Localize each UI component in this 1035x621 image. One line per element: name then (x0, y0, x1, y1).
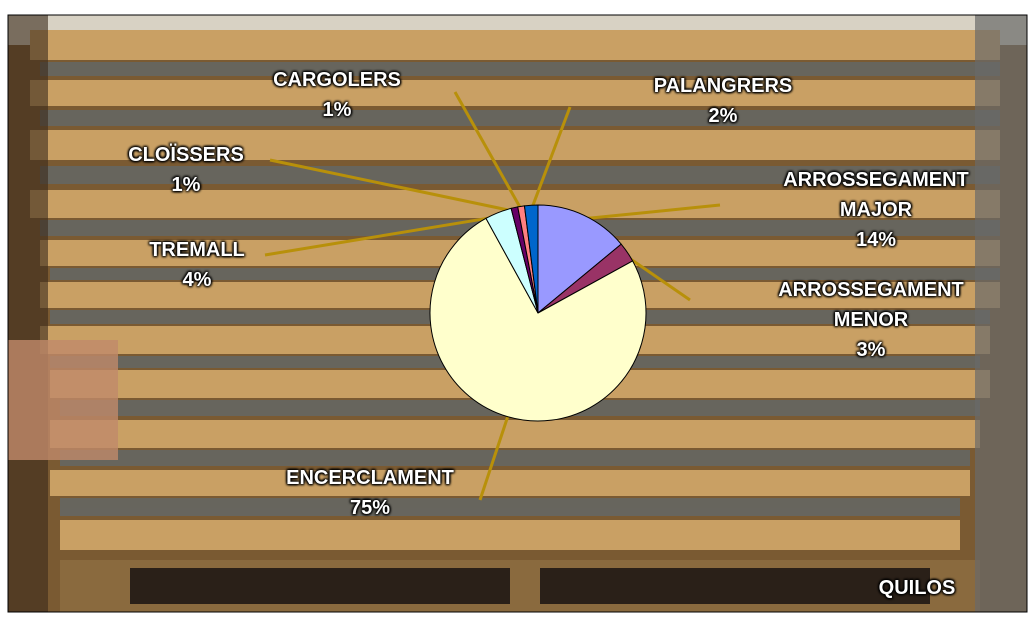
plot-border (7, 14, 1028, 613)
slice-value-label: 4% (182, 269, 212, 291)
leader-line (478, 412, 511, 501)
slice-label: ARROSSEGAMENT MENOR (778, 279, 964, 331)
slice-label: CARGOLERS (273, 69, 401, 91)
slice-label: ENCERCLAMENT (286, 467, 454, 489)
slice-label: PALANGRERS (653, 75, 793, 97)
leader-line (264, 214, 500, 257)
slice-value-label: 1% (322, 99, 352, 121)
slice-value-label: 3% (856, 339, 886, 361)
leader-line (269, 158, 516, 213)
slice-value-label: 75% (349, 497, 391, 519)
pie-slice (537, 204, 622, 315)
slice-value-label: 2% (708, 105, 738, 127)
slice-label: CLOÏSSERS (128, 144, 244, 166)
leader-line (582, 203, 721, 221)
slice-label: TREMALL (149, 239, 245, 261)
annotation: QUILOS (878, 577, 956, 599)
slice-label: ARROSSEGAMENT MAJOR (783, 169, 969, 221)
slice-value-label: 1% (171, 174, 201, 196)
pie-slice (523, 204, 539, 314)
leader-line (530, 106, 572, 210)
pie-slice (429, 217, 647, 422)
slice-value-label: 14% (855, 229, 897, 251)
leader-line (623, 253, 691, 302)
leader-line (453, 91, 524, 212)
